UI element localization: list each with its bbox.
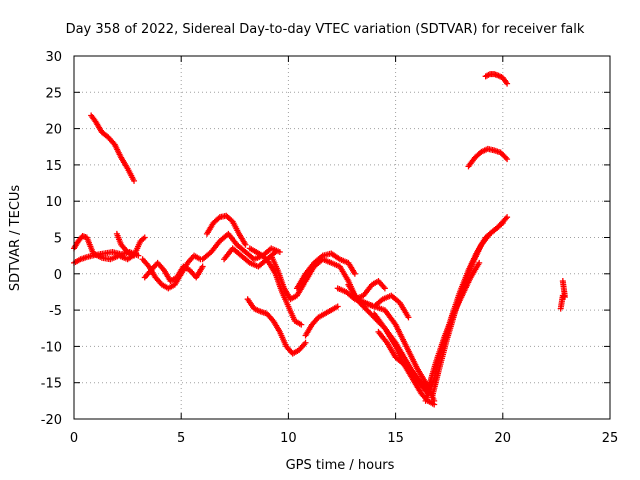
data-point [351, 270, 358, 277]
y-tick-label: -5 [49, 304, 62, 319]
series-arc-late-mid [465, 145, 511, 170]
data-point [504, 80, 511, 87]
data-point [502, 154, 509, 161]
series-arc-late-high [482, 71, 511, 87]
data-point [272, 249, 279, 256]
x-tick-label: 5 [177, 431, 185, 446]
series-arc-six-eight [203, 212, 249, 248]
data-point [504, 214, 511, 221]
data-points [71, 71, 568, 408]
y-tick-label: -20 [41, 413, 62, 428]
y-tick-label: 5 [54, 232, 62, 247]
series-arc-sixteen-twenty-b [429, 214, 511, 401]
data-point [504, 156, 511, 163]
data-point [431, 401, 438, 408]
series-arc-low-ten [244, 296, 309, 357]
plot-frame [73, 55, 611, 420]
y-tick-label: 0 [54, 268, 62, 283]
y-tick-label: 25 [45, 86, 62, 101]
series-arc-sixteen-twenty-a [422, 219, 506, 404]
data-point [199, 263, 206, 270]
y-tick-label: 30 [45, 50, 62, 65]
series-arc-early-high [88, 112, 138, 184]
series-arc-fourteen-sixteen [375, 328, 433, 393]
x-tick-label: 15 [387, 431, 404, 446]
tick-labels: 0 5 10 15 20 25 -20 -15 -10 -5 0 5 10 15 20 25 30 [41, 50, 619, 446]
y-tick-label: -10 [41, 340, 62, 355]
series-arc-descending-ten [246, 245, 305, 328]
y-tick-label: 10 [45, 195, 62, 210]
y-tick-label: 20 [45, 123, 62, 138]
series-arc-sixteen-nineteen [424, 259, 483, 393]
grid-lines [74, 56, 610, 419]
y-tick-label: 15 [45, 159, 62, 174]
data-point [302, 339, 309, 346]
data-point [141, 234, 148, 241]
data-point [334, 303, 341, 310]
x-axis-label: GPS time / hours [286, 458, 395, 473]
data-point [381, 285, 388, 292]
chart-title: Day 358 of 2022, Sidereal Day-to-day VTE… [66, 22, 585, 37]
x-tick-label: 20 [495, 431, 512, 446]
data-point [405, 314, 412, 321]
x-tick-label: 10 [280, 431, 297, 446]
data-point [242, 241, 249, 248]
y-tick-label: -15 [41, 377, 62, 392]
data-point [502, 215, 509, 222]
series-arc-low-eleven [302, 303, 341, 339]
y-axis-label: SDTVAR / TECUs [8, 185, 23, 292]
series-cluster-mid-b [141, 259, 206, 285]
data-point [559, 278, 566, 285]
series-points-right [557, 278, 568, 312]
data-point [131, 177, 138, 184]
series-cluster-early-c [113, 230, 148, 259]
data-point [476, 259, 483, 266]
x-tick-label: 0 [70, 431, 78, 446]
data-point [298, 321, 305, 328]
x-tick-label: 25 [602, 431, 619, 446]
